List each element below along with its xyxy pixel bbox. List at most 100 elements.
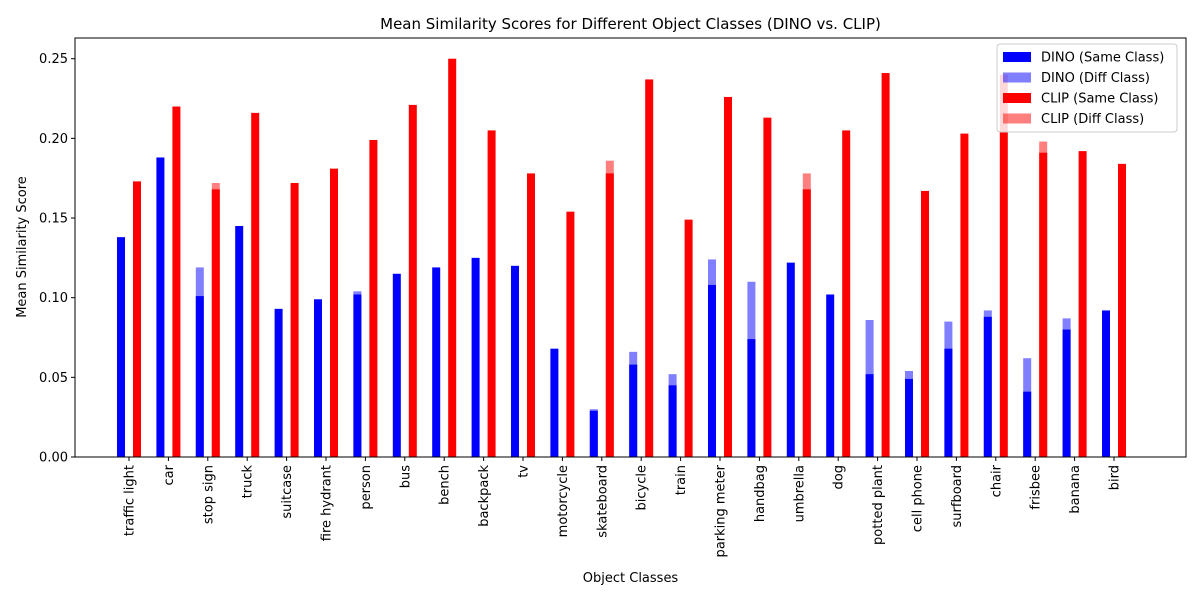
bar-clip-same-4 <box>290 182 299 458</box>
bar-clip-same-14 <box>684 219 693 457</box>
legend-swatch-2 <box>1003 93 1031 103</box>
x-axis: traffic light car stop sign truck suitcase fi… <box>123 457 1123 557</box>
bar-dino-same-21 <box>944 348 953 457</box>
bar-dino-same-13 <box>629 364 638 457</box>
x-tick-label-19: potted plant <box>871 465 886 545</box>
y-tick-label-0: 0.00 <box>39 451 68 466</box>
bar-clip-same-22 <box>999 74 1008 458</box>
legend-swatch-3 <box>1003 113 1031 124</box>
legend: DINO (Same Class) DINO (Diff Class) CLIP (… <box>996 43 1178 133</box>
bar-clip-same-7 <box>408 104 417 458</box>
x-tick-label-24: banana <box>1068 465 1083 514</box>
bar-dino-same-6 <box>353 294 362 457</box>
bar-dino-same-22 <box>983 316 992 457</box>
x-tick-label-13: bicycle <box>635 465 650 510</box>
x-tick-label-4: suitcase <box>280 465 295 519</box>
legend-swatch-1 <box>1003 72 1031 83</box>
bar-clip-same-20 <box>921 190 929 457</box>
bar-clip-same-17 <box>802 189 811 458</box>
x-tick-label-8: bench <box>438 465 453 505</box>
legend-swatch-0 <box>1003 52 1031 62</box>
bar-dino-same-18 <box>826 294 835 457</box>
y-tick-label-3: 0.15 <box>39 212 68 227</box>
x-tick-label-25: bird <box>1108 465 1123 490</box>
bar-clip-same-18 <box>842 130 851 457</box>
x-tick-label-15: parking meter <box>714 464 729 557</box>
x-tick-label-11: motorcycle <box>556 465 571 537</box>
y-tick-label-1: 0.05 <box>39 371 68 386</box>
bar-clip-same-0 <box>133 181 141 457</box>
bar-clip-same-8 <box>448 58 457 457</box>
bar-dino-same-8 <box>432 267 441 457</box>
x-tick-label-0: traffic light <box>123 465 138 536</box>
bar-dino-same-2 <box>195 296 204 457</box>
x-tick-label-3: truck <box>241 465 256 499</box>
bars-group <box>117 58 1126 458</box>
x-tick-label-10: tv <box>517 465 532 478</box>
bar-clip-same-16 <box>763 117 772 458</box>
bar-clip-same-13 <box>645 79 654 457</box>
bar-clip-same-25 <box>1118 163 1126 457</box>
x-tick-label-5: fire hydrant <box>320 465 335 541</box>
bar-dino-same-19 <box>865 374 874 457</box>
x-tick-label-6: person <box>359 465 374 510</box>
bar-clip-same-5 <box>330 168 338 457</box>
x-tick-label-16: handbag <box>753 465 768 522</box>
y-tick-label-4: 0.20 <box>39 132 68 147</box>
x-tick-label-17: umbrella <box>792 465 807 522</box>
bar-clip-same-11 <box>566 211 575 457</box>
bar-dino-same-20 <box>905 378 913 457</box>
x-tick-label-23: frisbee <box>1029 465 1044 510</box>
bar-clip-same-2 <box>211 189 220 458</box>
bar-dino-same-14 <box>668 385 677 457</box>
bar-clip-same-23 <box>1039 152 1048 458</box>
bar-clip-same-3 <box>251 112 260 457</box>
bar-dino-same-25 <box>1102 310 1110 457</box>
bar-clip-same-24 <box>1078 151 1087 457</box>
y-tick-label-2: 0.10 <box>39 291 68 306</box>
x-tick-label-21: surfboard <box>950 465 965 527</box>
chart-title: Mean Similarity Scores for Different Obj… <box>380 15 881 33</box>
bar-clip-same-1 <box>172 106 181 457</box>
bar-dino-same-9 <box>471 257 480 457</box>
y-axis: 0.00 0.05 0.10 0.15 0.20 0.25 <box>39 52 75 466</box>
bar-clip-same-21 <box>960 133 969 457</box>
x-tick-label-14: train <box>674 465 689 495</box>
bar-dino-same-16 <box>747 339 756 457</box>
bar-dino-same-5 <box>314 299 322 457</box>
legend-label-1: DINO (Diff Class) <box>1041 71 1150 86</box>
bar-clip-same-6 <box>369 139 378 457</box>
bar-dino-same-1 <box>156 157 165 457</box>
legend-label-3: CLIP (Diff Class) <box>1041 112 1144 127</box>
bar-dino-same-10 <box>511 265 519 457</box>
x-tick-label-2: stop sign <box>201 465 216 524</box>
legend-label-0: DINO (Same Class) <box>1041 51 1164 66</box>
x-tick-label-9: backpack <box>477 465 492 527</box>
x-tick-label-7: bus <box>398 465 413 488</box>
bar-dino-same-15 <box>708 284 716 457</box>
legend-box <box>996 43 1178 133</box>
bar-clip-same-12 <box>605 173 614 457</box>
bar-clip-same-19 <box>881 73 890 457</box>
x-axis-label: Object Classes <box>583 571 679 586</box>
bar-dino-same-7 <box>392 273 401 457</box>
x-tick-label-22: chair <box>989 464 1004 497</box>
x-tick-label-20: cell phone <box>911 465 926 532</box>
legend-label-2: CLIP (Same Class) <box>1041 92 1158 107</box>
bar-clip-same-15 <box>724 96 732 457</box>
bar-dino-same-11 <box>550 348 559 457</box>
bar-dino-same-4 <box>274 308 283 457</box>
bar-clip-same-9 <box>487 130 496 457</box>
x-tick-label-18: dog <box>832 465 847 489</box>
bar-dino-same-23 <box>1023 391 1032 457</box>
bar-dino-same-17 <box>786 262 795 457</box>
y-axis-label: Mean Similarity Score <box>15 176 30 318</box>
bar-dino-same-0 <box>117 237 125 457</box>
bar-dino-same-24 <box>1062 329 1071 457</box>
bar-clip-same-10 <box>527 173 535 457</box>
x-tick-label-1: car <box>162 464 177 485</box>
bar-dino-same-3 <box>235 225 244 457</box>
plot-frame <box>74 37 1187 458</box>
bar-dino-same-12 <box>589 410 598 457</box>
